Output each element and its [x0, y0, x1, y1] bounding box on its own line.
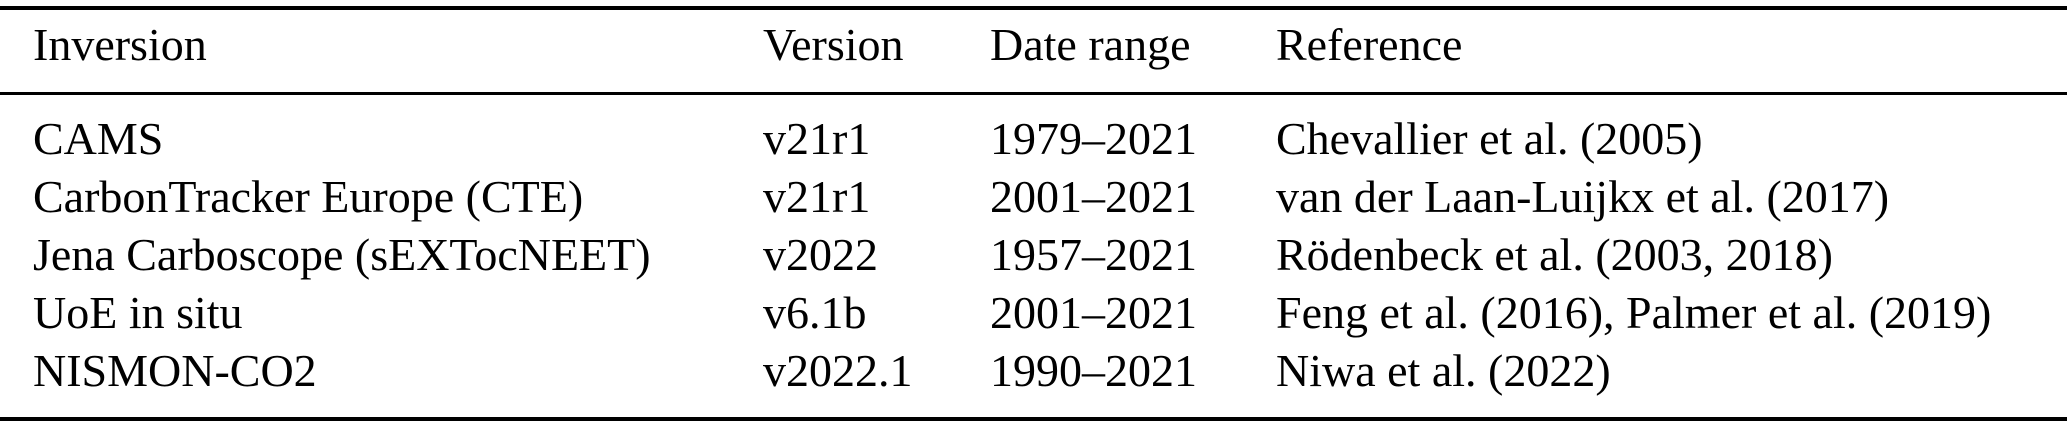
cell-reference: van der Laan-Luijkx et al. (2017) [1276, 171, 1890, 222]
cell-version: v21r1 [763, 113, 871, 164]
cell-inversion: Jena Carboscope (sEXTocNEET) [33, 229, 651, 280]
table-header-rule [0, 92, 2067, 95]
cell-version: v2022 [763, 229, 878, 280]
table-row: CarbonTracker Europe (CTE) v21r1 2001–20… [0, 168, 2067, 226]
cell-date-range: 1979–2021 [990, 113, 1197, 164]
cell-date-range: 2001–2021 [990, 171, 1197, 222]
cell-version: v6.1b [763, 287, 867, 338]
column-header-reference: Reference [1276, 19, 1463, 70]
cell-inversion: CAMS [33, 113, 164, 164]
cell-inversion: UoE in situ [33, 287, 243, 338]
cell-inversion: NISMON-CO2 [33, 345, 317, 396]
column-header-inversion: Inversion [33, 19, 207, 70]
cell-version: v21r1 [763, 171, 871, 222]
table-row: Jena Carboscope (sEXTocNEET) v2022 1957–… [0, 226, 2067, 284]
column-header-version: Version [763, 19, 904, 70]
table-row: CAMS v21r1 1979–2021 Chevallier et al. (… [0, 110, 2067, 168]
table-bottom-rule [0, 417, 2067, 421]
table-body: CAMS v21r1 1979–2021 Chevallier et al. (… [0, 95, 2067, 400]
cell-date-range: 1990–2021 [990, 345, 1197, 396]
table-row: NISMON-CO2 v2022.1 1990–2021 Niwa et al.… [0, 342, 2067, 400]
cell-reference: Feng et al. (2016), Palmer et al. (2019) [1276, 287, 1992, 338]
column-header-date-range: Date range [990, 19, 1191, 70]
cell-version: v2022.1 [763, 345, 913, 396]
table-header-row: Inversion Version Date range Reference [0, 6, 2067, 92]
cell-reference: Niwa et al. (2022) [1276, 345, 1611, 396]
cell-date-range: 1957–2021 [990, 229, 1197, 280]
table-row: UoE in situ v6.1b 2001–2021 Feng et al. … [0, 284, 2067, 342]
cell-reference: Rödenbeck et al. (2003, 2018) [1276, 229, 1833, 280]
cell-date-range: 2001–2021 [990, 287, 1197, 338]
cell-reference: Chevallier et al. (2005) [1276, 113, 1703, 164]
cell-inversion: CarbonTracker Europe (CTE) [33, 171, 584, 222]
table-top-rule [0, 6, 2067, 10]
